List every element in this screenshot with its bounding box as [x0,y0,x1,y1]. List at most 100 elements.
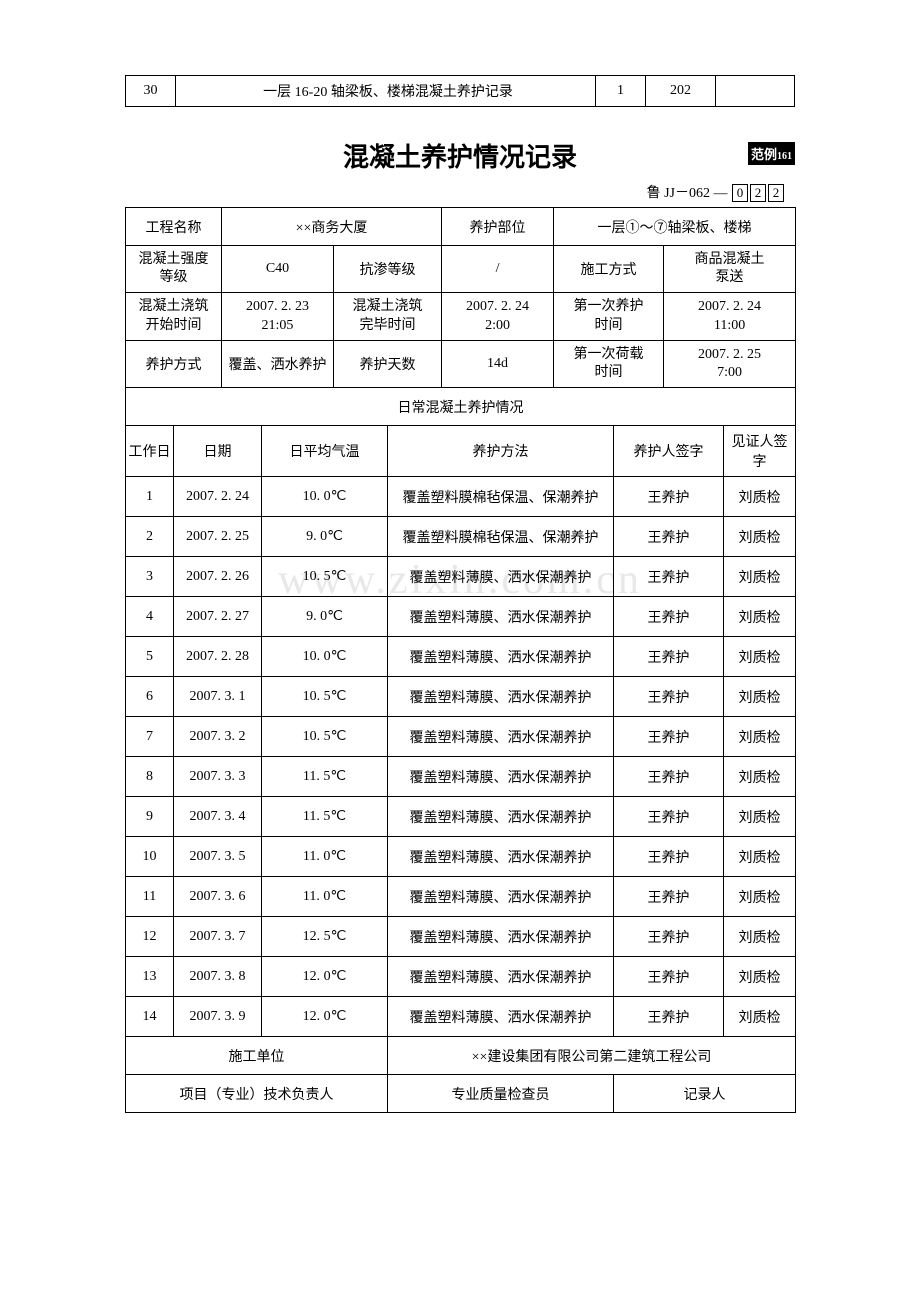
col-temp: 日平均气温 [262,426,388,477]
label-pour-start: 混凝土浇筑开始时间 [126,293,222,340]
cell-curer: 王养护 [614,517,724,557]
cell-workday: 7 [126,717,174,757]
code-box-2: 2 [750,184,766,202]
cell-temp: 11. 0℃ [262,837,388,877]
cell-witness: 刘质检 [724,837,796,877]
cell-workday: 2 [126,517,174,557]
cell-method: 覆盖塑料薄膜、洒水保潮养护 [388,837,614,877]
cell-curer: 王养护 [614,997,724,1037]
top-col-page: 202 [646,76,716,106]
cell-temp: 10. 5℃ [262,557,388,597]
header-row-4: 养护方式 覆盖、洒水养护 养护天数 14d 第一次荷载时间 2007. 2. 2… [126,340,796,387]
col-date: 日期 [174,426,262,477]
cell-curer: 王养护 [614,477,724,517]
label-construct-unit: 施工单位 [126,1037,388,1075]
cell-method: 覆盖塑料薄膜、洒水保潮养护 [388,757,614,797]
cell-temp: 11. 5℃ [262,757,388,797]
value-cure-days: 14d [442,340,554,387]
label-first-load: 第一次荷载时间 [554,340,664,387]
table-row: 72007. 3. 210. 5℃覆盖塑料薄膜、洒水保潮养护王养护刘质检 [126,717,796,757]
col-curer: 养护人签字 [614,426,724,477]
example-badge: 范例161 [748,142,795,165]
cell-date: 2007. 3. 9 [174,997,262,1037]
cell-temp: 12. 5℃ [262,917,388,957]
cell-temp: 11. 0℃ [262,877,388,917]
code-box-3: 2 [768,184,784,202]
cell-witness: 刘质检 [724,677,796,717]
cell-witness: 刘质检 [724,557,796,597]
cell-date: 2007. 3. 1 [174,677,262,717]
table-row: 82007. 3. 311. 5℃覆盖塑料薄膜、洒水保潮养护王养护刘质检 [126,757,796,797]
col-witness: 见证人签字 [724,426,796,477]
document-code: 鲁 JJ－062 — 022 [125,182,795,202]
cell-workday: 12 [126,917,174,957]
cell-temp: 11. 5℃ [262,797,388,837]
header-row-3: 混凝土浇筑开始时间 2007. 2. 2321:05 混凝土浇筑完毕时间 200… [126,293,796,340]
table-row: 22007. 2. 259. 0℃覆盖塑料膜棉毡保温、保潮养护王养护刘质检 [126,517,796,557]
value-pour-start: 2007. 2. 2321:05 [222,293,334,340]
table-row: 52007. 2. 2810. 0℃覆盖塑料薄膜、洒水保潮养护王养护刘质检 [126,637,796,677]
column-header-row: 工作日 日期 日平均气温 养护方法 养护人签字 见证人签字 [126,426,796,477]
cell-curer: 王养护 [614,597,724,637]
top-col-num: 30 [126,76,176,106]
cell-workday: 8 [126,757,174,797]
cell-method: 覆盖塑料膜棉毡保温、保潮养护 [388,477,614,517]
value-cure-method: 覆盖、洒水养护 [222,340,334,387]
table-row: 42007. 2. 279. 0℃覆盖塑料薄膜、洒水保潮养护王养护刘质检 [126,597,796,637]
cell-curer: 王养护 [614,717,724,757]
label-cure-part: 养护部位 [442,208,554,246]
cell-curer: 王养护 [614,797,724,837]
title-row: 混凝土养护情况记录 范例161 [125,137,795,174]
cell-curer: 王养护 [614,917,724,957]
cell-method: 覆盖塑料薄膜、洒水保潮养护 [388,557,614,597]
cell-witness: 刘质检 [724,597,796,637]
cell-method: 覆盖塑料薄膜、洒水保潮养护 [388,797,614,837]
cell-date: 2007. 3. 8 [174,957,262,997]
cell-date: 2007. 3. 3 [174,757,262,797]
label-cure-days: 养护天数 [334,340,442,387]
top-col-count: 1 [596,76,646,106]
main-table: 工程名称 ××商务大厦 养护部位 一层①～⑦轴梁板、楼梯 混凝土强度等级 C40… [125,207,796,1113]
cell-date: 2007. 3. 6 [174,877,262,917]
table-row: 102007. 3. 511. 0℃覆盖塑料薄膜、洒水保潮养护王养护刘质检 [126,837,796,877]
table-row: 62007. 3. 110. 5℃覆盖塑料薄膜、洒水保潮养护王养护刘质检 [126,677,796,717]
section-header-row: 日常混凝土养护情况 [126,388,796,426]
top-col-blank [716,76,794,106]
section-title: 日常混凝土养护情况 [126,388,796,426]
value-cure-part: 一层①～⑦轴梁板、楼梯 [554,208,796,246]
label-recorder: 记录人 [614,1075,796,1113]
cell-curer: 王养护 [614,677,724,717]
cell-temp: 10. 5℃ [262,717,388,757]
cell-witness: 刘质检 [724,997,796,1037]
table-row: 122007. 3. 712. 5℃覆盖塑料薄膜、洒水保潮养护王养护刘质检 [126,917,796,957]
cell-date: 2007. 2. 26 [174,557,262,597]
cell-workday: 14 [126,997,174,1037]
label-construct-method: 施工方式 [554,246,664,293]
code-box-1: 0 [732,184,748,202]
cell-method: 覆盖塑料薄膜、洒水保潮养护 [388,637,614,677]
cell-witness: 刘质检 [724,957,796,997]
cell-temp: 10. 5℃ [262,677,388,717]
table-row: 142007. 3. 912. 0℃覆盖塑料薄膜、洒水保潮养护王养护刘质检 [126,997,796,1037]
label-tech-lead: 项目（专业）技术负责人 [126,1075,388,1113]
table-row: 32007. 2. 2610. 5℃覆盖塑料薄膜、洒水保潮养护王养护刘质检 [126,557,796,597]
value-strength: C40 [222,246,334,293]
value-construct-method: 商品混凝土泵送 [664,246,796,293]
cell-method: 覆盖塑料薄膜、洒水保潮养护 [388,717,614,757]
value-construct-unit: ××建设集团有限公司第二建筑工程公司 [388,1037,796,1075]
table-row: 132007. 3. 812. 0℃覆盖塑料薄膜、洒水保潮养护王养护刘质检 [126,957,796,997]
cell-curer: 王养护 [614,957,724,997]
cell-curer: 王养护 [614,757,724,797]
cell-temp: 9. 0℃ [262,597,388,637]
cell-witness: 刘质检 [724,877,796,917]
cell-method: 覆盖塑料薄膜、洒水保潮养护 [388,677,614,717]
label-project-name: 工程名称 [126,208,222,246]
cell-method: 覆盖塑料薄膜、洒水保潮养护 [388,877,614,917]
cell-date: 2007. 2. 24 [174,477,262,517]
table-row: 92007. 3. 411. 5℃覆盖塑料薄膜、洒水保潮养护王养护刘质检 [126,797,796,837]
cell-date: 2007. 3. 5 [174,837,262,877]
top-summary-row: 30 一层 16-20 轴梁板、楼梯混凝土养护记录 1 202 [125,75,795,107]
cell-date: 2007. 2. 28 [174,637,262,677]
value-pour-end: 2007. 2. 242:00 [442,293,554,340]
cell-curer: 王养护 [614,877,724,917]
